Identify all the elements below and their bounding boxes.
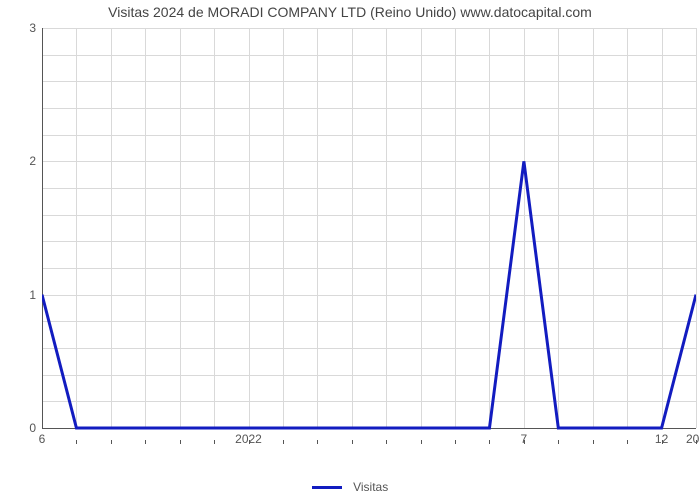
y-tick-label: 0 bbox=[18, 421, 36, 435]
series-line bbox=[42, 28, 696, 430]
y-tick-label: 1 bbox=[18, 288, 36, 302]
y-tick-label: 3 bbox=[18, 21, 36, 35]
chart-container: Visitas 2024 de MORADI COMPANY LTD (Rein… bbox=[0, 0, 700, 500]
x-minor-tick bbox=[455, 440, 456, 444]
x-minor-tick bbox=[214, 440, 215, 444]
x-minor-tick bbox=[111, 440, 112, 444]
x-minor-tick bbox=[386, 440, 387, 444]
x-minor-tick bbox=[627, 440, 628, 444]
x-minor-tick bbox=[558, 440, 559, 444]
x-minor-tick bbox=[180, 440, 181, 444]
x-tick-label: 2022 bbox=[235, 432, 262, 446]
x-minor-tick bbox=[145, 440, 146, 444]
x-minor-tick bbox=[283, 440, 284, 444]
y-tick-label: 2 bbox=[18, 154, 36, 168]
legend-swatch bbox=[312, 486, 342, 489]
gridline-v bbox=[696, 28, 697, 428]
x-minor-tick bbox=[76, 440, 77, 444]
x-tick-label: 6 bbox=[39, 432, 46, 446]
legend-label: Visitas bbox=[353, 480, 388, 494]
x-minor-tick bbox=[317, 440, 318, 444]
plot-area bbox=[42, 28, 696, 428]
x-minor-tick bbox=[421, 440, 422, 444]
x-tick-label: 12 bbox=[655, 432, 668, 446]
x-tick-label: 202 bbox=[686, 432, 700, 446]
x-minor-tick bbox=[352, 440, 353, 444]
x-minor-tick bbox=[593, 440, 594, 444]
x-minor-tick bbox=[489, 440, 490, 444]
legend: Visitas bbox=[0, 480, 700, 494]
chart-title: Visitas 2024 de MORADI COMPANY LTD (Rein… bbox=[0, 4, 700, 20]
x-tick-label: 7 bbox=[521, 432, 528, 446]
